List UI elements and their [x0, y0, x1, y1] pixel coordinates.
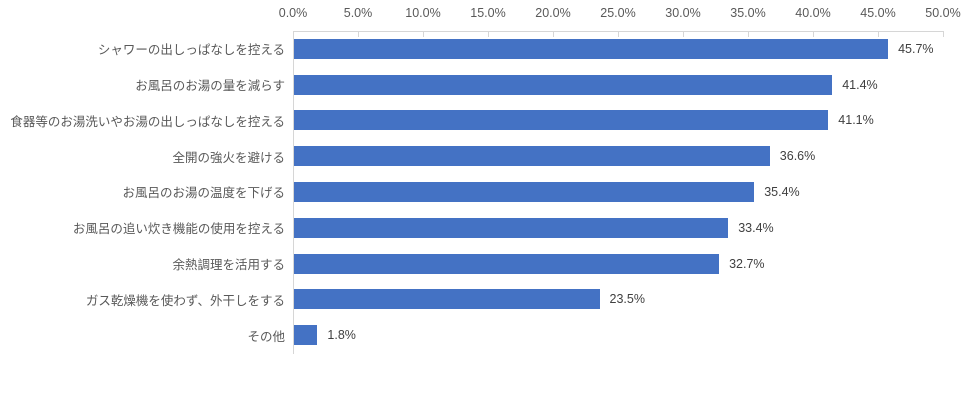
x-tick-label: 5.0%	[343, 6, 373, 20]
x-tick-mark	[423, 32, 424, 37]
x-tick-mark	[943, 32, 944, 37]
x-tick-mark	[488, 32, 489, 37]
value-label: 32.7%	[729, 256, 765, 271]
x-tick-mark	[683, 32, 684, 37]
x-tick-label: 40.0%	[795, 6, 831, 20]
category-label: お風呂のお湯の温度を下げる	[122, 186, 285, 201]
value-label: 41.1%	[838, 113, 874, 128]
y-axis-line	[293, 31, 294, 354]
x-tick-label: 30.0%	[665, 6, 701, 20]
bar	[294, 74, 833, 95]
x-tick-label: 20.0%	[535, 6, 571, 20]
bar	[294, 110, 829, 131]
x-tick-mark	[293, 32, 294, 37]
x-tick-mark	[618, 32, 619, 37]
category-label: お風呂のお湯の量を減らす	[135, 79, 285, 94]
value-label: 36.6%	[779, 149, 816, 164]
bar	[294, 182, 755, 202]
category-label: 全開の強火を避ける	[172, 150, 285, 165]
category-label: ガス乾燥機を使わず、外干しをする	[85, 293, 285, 308]
x-tick-mark	[358, 32, 359, 37]
category-label: 余熱調理を活用する	[172, 258, 285, 273]
x-tick-mark	[878, 32, 879, 37]
x-tick-label: 50.0%	[925, 6, 961, 20]
x-tick-label: 15.0%	[470, 6, 506, 20]
bar	[294, 146, 770, 167]
x-axis-line	[293, 31, 944, 32]
category-label: その他	[247, 329, 285, 344]
value-label: 45.7%	[898, 41, 934, 56]
category-label: 食器等のお湯洗いやお湯の出しっぱなしを控える	[10, 114, 285, 129]
x-tick-mark	[748, 32, 749, 37]
x-tick-mark	[553, 32, 554, 37]
bar	[294, 325, 318, 346]
x-tick-label: 10.0%	[405, 6, 441, 20]
bar	[294, 217, 729, 238]
value-label: 33.4%	[738, 220, 774, 235]
value-label: 41.4%	[842, 77, 878, 92]
value-label: 35.4%	[764, 185, 800, 199]
bar	[294, 289, 600, 310]
category-label: お風呂の追い炊き機能の使用を控える	[72, 222, 285, 237]
bar	[294, 38, 889, 59]
x-tick-label: 25.0%	[600, 6, 636, 20]
x-tick-label: 0.0%	[278, 6, 308, 20]
x-tick-label: 45.0%	[860, 6, 896, 20]
category-label: シャワーの出しっぱなしを控える	[97, 43, 285, 58]
bar	[294, 253, 720, 274]
value-label: 1.8%	[327, 328, 356, 343]
x-tick-mark	[813, 32, 814, 37]
x-tick-label: 35.0%	[730, 6, 766, 20]
value-label: 23.5%	[609, 292, 645, 307]
